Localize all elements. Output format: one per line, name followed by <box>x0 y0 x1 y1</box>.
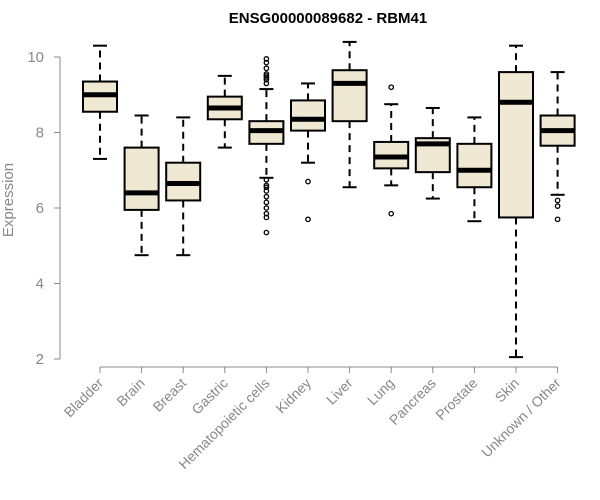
outlier-point <box>263 229 270 236</box>
y-axis-label: Expression <box>0 163 17 237</box>
x-tick-label: Skin <box>492 375 523 406</box>
y-tick-label: 2 <box>36 351 44 368</box>
y-tick-label: 10 <box>27 49 44 66</box>
outlier-point <box>305 178 311 185</box>
outlier-point <box>388 210 395 217</box>
box <box>290 99 326 132</box>
x-tick-label: Unknown / Other <box>478 375 564 461</box>
outlier-point <box>263 214 270 221</box>
outlier-point <box>263 65 270 72</box>
outlier-point <box>305 216 311 223</box>
outlier-point <box>263 176 270 183</box>
outlier-point <box>388 84 395 91</box>
outlier-point <box>554 203 561 209</box>
box-group <box>206 74 243 149</box>
box <box>331 69 368 123</box>
box <box>456 142 493 189</box>
y-tick-label: 4 <box>36 276 44 293</box>
x-tick-label: Kidney <box>273 375 315 417</box>
y-axis: 2 4 6 8 10 <box>27 49 61 368</box>
box-group <box>290 82 326 223</box>
y-tick-label: 6 <box>36 200 44 217</box>
outlier-point <box>263 71 270 77</box>
x-tick-label: Prostate <box>432 375 480 423</box>
box-group <box>248 56 285 236</box>
boxes <box>82 40 576 359</box>
box-group <box>373 84 410 217</box>
x-tick-label: Lung <box>364 375 397 408</box>
outlier-point <box>263 205 270 211</box>
outlier-point <box>554 197 561 204</box>
box-group <box>414 106 451 200</box>
x-tick-label: Liver <box>323 375 356 408</box>
outlier-point <box>263 193 270 200</box>
chart-title: ENSG00000089682 - RBM41 <box>229 10 427 27</box>
x-tick-label: Bladder <box>61 375 107 421</box>
outlier-point <box>263 76 270 83</box>
box-group <box>331 40 368 189</box>
box <box>123 146 160 211</box>
box-group <box>539 71 576 223</box>
x-tick-label: Brain <box>113 375 147 409</box>
y-tick-label: 8 <box>36 125 44 142</box>
box-group <box>165 116 202 257</box>
outlier-point <box>554 216 561 223</box>
box <box>498 71 534 219</box>
box-group <box>123 114 160 257</box>
box-group <box>498 44 534 359</box>
x-tick-label: Breast <box>149 375 189 415</box>
outlier-point <box>263 184 270 191</box>
outlier-point <box>263 199 270 206</box>
outlier-point <box>263 56 270 62</box>
outlier-point <box>263 182 270 189</box>
box-group <box>82 44 118 160</box>
box-group <box>456 116 493 223</box>
